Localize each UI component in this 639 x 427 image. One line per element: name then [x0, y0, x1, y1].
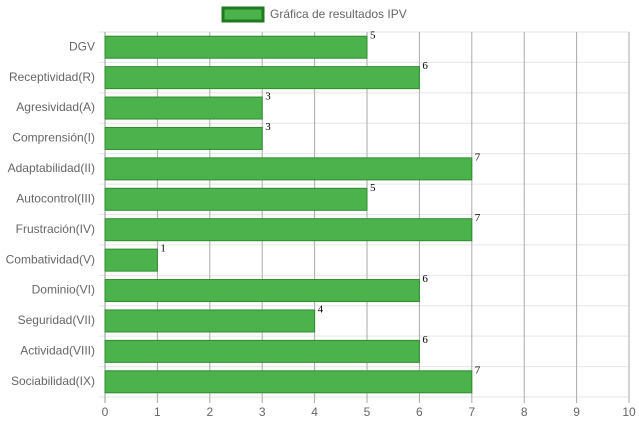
y-tick-label: Combatividad(V): [6, 252, 95, 266]
legend-label: Gráfica de resultados IPV: [270, 7, 407, 21]
x-tick-label: 2: [206, 405, 213, 419]
bar: [104, 35, 368, 59]
bar: [104, 66, 420, 90]
bar: [104, 187, 368, 211]
value-label: 7: [475, 212, 481, 224]
x-tick-label: 9: [573, 405, 580, 419]
value-label: 5: [370, 182, 376, 194]
y-tick-label: Sociabilidad(IX): [11, 374, 95, 388]
value-label: 6: [422, 273, 428, 285]
y-tick-label: Receptividad(R): [9, 70, 95, 84]
legend-swatch: [221, 6, 265, 23]
x-tick-label: 4: [311, 405, 318, 419]
y-tick-label: DGV: [69, 39, 95, 53]
x-tick-label: 5: [364, 405, 371, 419]
value-label: 7: [475, 364, 481, 376]
x-tick-label: 6: [416, 405, 423, 419]
value-label: 6: [422, 334, 428, 346]
x-tick-label: 0: [102, 405, 109, 419]
bar: [104, 126, 263, 150]
value-label: 3: [265, 91, 271, 103]
y-tick-label: Seguridad(VII): [18, 313, 95, 327]
value-label: 5: [370, 30, 376, 42]
value-label: 4: [318, 303, 324, 315]
bar: [104, 96, 263, 120]
x-tick-label: 7: [468, 405, 475, 419]
x-tick-label: 1: [154, 405, 161, 419]
value-label: 1: [160, 243, 166, 255]
bar: [104, 309, 316, 333]
x-tick-label: 3: [259, 405, 266, 419]
bar: [104, 157, 473, 181]
bar: [104, 248, 158, 272]
bar: [104, 279, 420, 303]
y-tick-label: Actividad(VIII): [20, 344, 95, 358]
value-label: 3: [265, 121, 271, 133]
value-label: 6: [422, 60, 428, 72]
y-tick-label: Adaptabilidad(II): [8, 161, 95, 175]
x-tick-label: 8: [521, 405, 528, 419]
bar: [104, 370, 473, 394]
bar: [104, 339, 420, 363]
y-tick-label: Autocontrol(III): [16, 191, 95, 205]
y-tick-label: Comprensión(I): [12, 131, 95, 145]
y-tick-label: Frustración(IV): [16, 222, 95, 236]
y-tick-label: Agresividad(A): [16, 100, 95, 114]
bar: [104, 218, 473, 242]
y-tick-label: Dominio(VI): [32, 283, 95, 297]
value-label: 7: [475, 151, 481, 163]
x-tick-label: 10: [622, 405, 636, 419]
